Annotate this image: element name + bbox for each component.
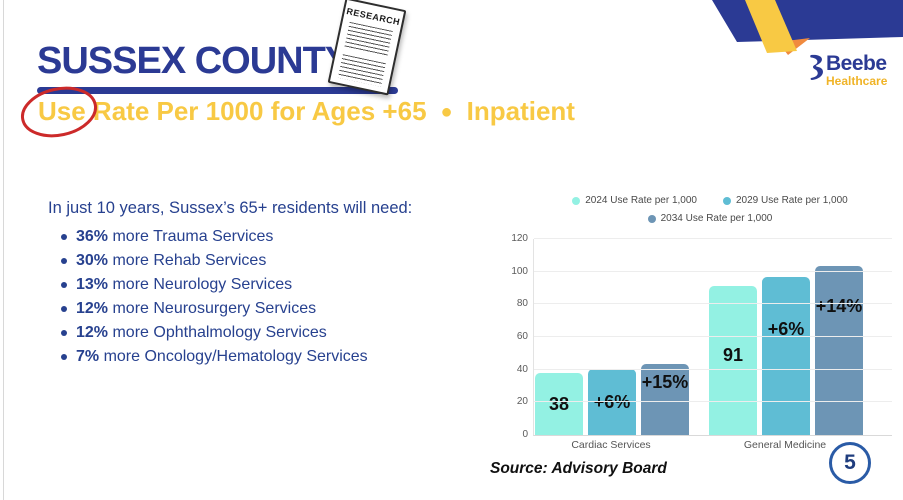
page-number-badge: 5 — [829, 442, 871, 484]
subtitle-part2: Inpatient — [466, 96, 575, 126]
bullet-list: 36% more Trauma Services 30% more Rehab S… — [48, 225, 478, 369]
legend-dot — [572, 196, 581, 205]
legend-dot — [647, 214, 656, 223]
category-label: Cardiac Services — [571, 439, 651, 451]
research-paper-text-lines — [337, 54, 386, 87]
bar-value-label: +15% — [641, 372, 689, 393]
research-paper-icon: RESEARCH — [327, 0, 407, 96]
slide-left-edge — [3, 0, 4, 500]
bar-value-label: +6% — [593, 392, 631, 413]
x-axis-labels: Cardiac Services General Medicine — [533, 439, 892, 451]
chart-legend: 2024 Use Rate per 1,000 2029 Use Rate per… — [540, 195, 880, 224]
bullet-item: 30% more Rehab Services — [61, 249, 478, 273]
gridline — [534, 238, 892, 239]
y-tick-label: 60 — [516, 331, 528, 342]
y-tick-label: 80 — [516, 298, 528, 310]
bar: +14% — [815, 265, 863, 435]
bullet-item: 7% more Oncology/Hematology Services — [61, 345, 478, 369]
subtitle-separator-dot: ● — [440, 101, 453, 123]
bar: +6% — [762, 277, 810, 435]
gridline — [534, 336, 892, 337]
legend-dot — [723, 196, 731, 205]
corner-decoration — [712, 0, 903, 55]
y-tick-label: 20 — [516, 396, 528, 408]
legend-item: 2034 Use Rate per 1,000 — [647, 213, 772, 224]
bar-group: 38 +6% +15% — [535, 363, 689, 435]
bullet-item: 36% more Trauma Services — [61, 225, 478, 249]
bar-groups: 38 +6% +15% 91 +6% +14% — [534, 239, 893, 435]
use-rate-bar-chart: 2024 Use Rate per 1,000 2029 Use Rate per… — [500, 193, 900, 451]
bullet-item: 12% more Neurosurgery Services — [61, 297, 478, 321]
y-tick-label: 40 — [516, 363, 528, 375]
bullet-item: 12% more Ophthalmology Services — [61, 321, 478, 345]
source-text: Source: Advisory Board — [490, 460, 667, 477]
slide-subtitle: Use Rate Per 1000 for Ages +65 ● Inpatient — [38, 96, 575, 127]
gridline — [534, 270, 892, 272]
bar-value-label: 38 — [548, 393, 570, 414]
plot-area: 38 +6% +15% 91 +6% +14% — [533, 238, 893, 436]
intro-block: In just 10 years, Sussex’s 65+ residents… — [48, 199, 478, 369]
beebe-logo: Beebe Healthcare — [808, 53, 887, 87]
title-underline — [37, 87, 398, 94]
subtitle-part1: Use Rate Per 1000 for Ages +65 — [38, 96, 427, 126]
bar: 38 — [535, 372, 583, 435]
y-tick-label: 0 — [522, 429, 528, 440]
research-paper-text-lines — [344, 21, 393, 58]
gridline — [534, 401, 892, 403]
gridline — [534, 368, 892, 370]
y-tick-label: 100 — [511, 265, 528, 277]
gridline — [534, 303, 892, 305]
page-number: 5 — [844, 451, 856, 474]
bullet-item: 13% more Neurology Services — [61, 273, 478, 297]
bar-group: 91 +6% +14% — [709, 265, 863, 435]
red-circle-annotation — [20, 86, 98, 138]
bar: +15% — [641, 363, 689, 435]
slide-title: SUSSEX COUNTY — [37, 40, 350, 82]
category-label: General Medicine — [743, 439, 827, 451]
intro-heading: In just 10 years, Sussex’s 65+ residents… — [48, 199, 413, 217]
legend-item: 2029 Use Rate per 1,000 — [723, 195, 848, 206]
beebe-logo-sub: Healthcare — [826, 74, 888, 88]
legend-item: 2024 Use Rate per 1,000 — [572, 195, 697, 206]
beebe-logo-mark — [810, 54, 823, 80]
bar-value-label: +14% — [815, 296, 863, 317]
bar: 91 — [709, 286, 757, 435]
y-axis: 0 20 40 60 80 100 120 — [500, 234, 528, 440]
bar-value-label: +6% — [767, 319, 805, 340]
bar-value-label: 91 — [722, 344, 744, 365]
y-tick-label: 120 — [511, 233, 528, 244]
beebe-logo-name: Beebe — [826, 52, 887, 75]
